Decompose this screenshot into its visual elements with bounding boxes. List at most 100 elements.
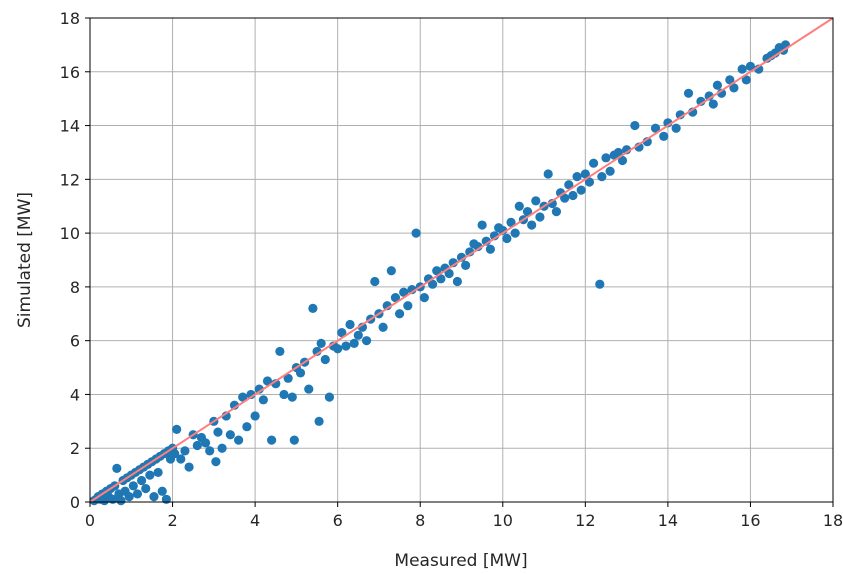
data-point — [659, 131, 669, 141]
x-tick-label: 6 — [333, 511, 343, 530]
data-point — [283, 373, 293, 383]
data-point — [238, 392, 248, 402]
data-point — [564, 180, 574, 190]
data-point — [737, 64, 747, 74]
data-point — [650, 123, 661, 133]
data-point — [510, 228, 520, 238]
data-point — [211, 457, 221, 467]
data-point — [153, 467, 163, 478]
x-tick-label: 4 — [250, 511, 260, 530]
data-point — [671, 123, 681, 133]
data-point — [242, 422, 252, 432]
data-point — [149, 492, 159, 502]
data-point — [708, 99, 718, 109]
data-point — [287, 392, 297, 402]
x-tick-label: 14 — [658, 511, 678, 530]
data-point — [349, 338, 359, 348]
data-point — [213, 427, 223, 437]
data-point — [580, 169, 590, 179]
data-point — [741, 75, 751, 85]
data-points — [89, 40, 791, 506]
data-point — [560, 193, 570, 203]
data-point — [605, 166, 615, 176]
data-point — [584, 177, 595, 187]
y-tick-label: 10 — [60, 224, 80, 243]
data-point — [568, 190, 578, 201]
data-point — [145, 470, 155, 480]
data-point — [551, 207, 562, 217]
data-point — [124, 492, 134, 502]
data-point — [132, 489, 143, 499]
data-point — [725, 75, 735, 85]
y-tick-label: 16 — [60, 63, 80, 82]
data-point — [601, 153, 611, 163]
x-axis-label: Measured [MW] — [394, 551, 527, 571]
data-point — [161, 494, 171, 504]
data-point — [595, 279, 605, 289]
data-point — [588, 158, 599, 168]
data-point — [172, 424, 182, 434]
data-point — [390, 293, 401, 303]
data-point — [157, 486, 167, 496]
y-axis-ticks: 0 2 4 6 8 10 12 14 16 18 — [60, 9, 90, 512]
data-point — [370, 276, 380, 287]
data-point — [141, 483, 151, 494]
y-tick-label: 0 — [70, 493, 80, 512]
data-point — [436, 274, 446, 284]
data-point — [217, 443, 227, 453]
data-point — [419, 293, 429, 303]
data-point — [613, 147, 623, 158]
data-point — [337, 328, 347, 338]
data-point — [192, 440, 202, 451]
data-point — [341, 341, 351, 351]
data-point — [304, 384, 314, 394]
y-axis-label: Simulated [MW] — [15, 192, 35, 328]
x-tick-label: 16 — [740, 511, 760, 530]
data-point — [250, 411, 260, 421]
y-tick-label: 14 — [60, 117, 80, 136]
data-point — [386, 266, 396, 276]
y-tick-label: 2 — [70, 439, 80, 458]
data-point — [308, 303, 318, 313]
data-point — [683, 88, 694, 98]
data-point — [378, 322, 388, 332]
data-point — [176, 454, 186, 464]
y-tick-label: 8 — [70, 278, 80, 297]
data-point — [597, 172, 607, 182]
data-point — [320, 354, 330, 365]
data-point — [712, 80, 723, 90]
data-point — [630, 120, 640, 131]
x-tick-label: 8 — [415, 511, 425, 530]
y-tick-label: 4 — [70, 385, 80, 404]
data-point — [444, 268, 454, 279]
data-point — [289, 435, 299, 445]
data-point — [477, 220, 487, 230]
data-point — [522, 207, 533, 217]
data-point — [543, 169, 553, 179]
data-point — [361, 336, 372, 346]
data-point — [432, 266, 442, 276]
data-point — [314, 416, 324, 426]
data-point — [576, 185, 586, 195]
data-point — [128, 481, 138, 491]
data-point — [461, 260, 471, 270]
data-point — [225, 430, 235, 440]
data-point — [258, 395, 268, 405]
y-tick-label: 12 — [60, 170, 80, 189]
data-point — [205, 446, 215, 456]
data-point — [184, 462, 194, 472]
x-tick-label: 0 — [85, 511, 95, 530]
data-point — [112, 463, 122, 473]
y-tick-label: 6 — [70, 332, 80, 351]
data-point — [485, 244, 495, 254]
data-point — [279, 389, 289, 400]
data-point — [617, 155, 628, 166]
plot-frame — [89, 17, 834, 503]
data-point — [324, 392, 335, 402]
data-point — [136, 475, 147, 486]
data-point — [411, 228, 421, 238]
x-tick-label: 2 — [167, 511, 177, 530]
data-point — [234, 435, 244, 445]
data-point — [262, 376, 273, 386]
